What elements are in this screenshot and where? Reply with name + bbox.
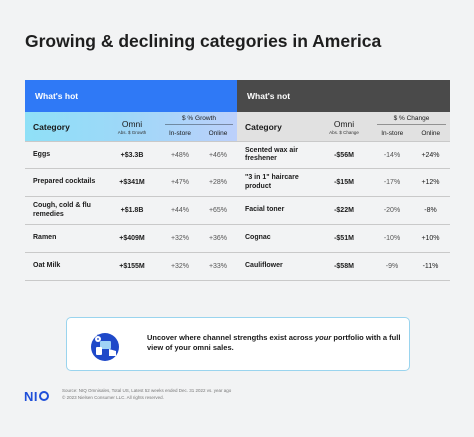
not-table: What's not Category Omni Abs. $ Change $… [237, 80, 450, 281]
online-cell: +46% [208, 151, 228, 159]
category-cell: Cough, cold & flu remedies [33, 202, 91, 218]
callout-text-after: portfolio with a full view of your omni … [147, 333, 401, 353]
omni-cell: +$1.8B [120, 207, 144, 214]
category-cell: "3 in 1" haircare product [245, 174, 299, 190]
hot-col-omni: Omni Abs. $ Growth [103, 112, 161, 141]
category-cell: Cognac [245, 234, 271, 242]
online-cell: -11% [422, 263, 439, 270]
table-row: Eggs +$3.3B +48% +46% [25, 141, 237, 169]
not-group-divider [377, 124, 446, 125]
category-cell: Eggs [33, 150, 51, 158]
hot-col-omni-sub: Abs. $ Growth [117, 129, 147, 135]
not-col-instore: In-store [381, 129, 404, 137]
not-col-omni-sub: Abs. $ Change [329, 129, 359, 135]
instore-cell: -20% [383, 207, 401, 214]
source-line-1: Source: NIQ Omnisales, Total US, Latest … [62, 388, 232, 393]
omni-cell: -$15M [334, 179, 354, 186]
not-col-online: Online [421, 129, 441, 137]
instore-cell: -14% [383, 151, 401, 159]
hot-header: Category Omni Abs. $ Growth $ % Growth I… [25, 112, 237, 141]
omni-cell: +$409M [119, 235, 145, 242]
table-row: Prepared cocktails +$341M +47% +28% [25, 169, 237, 197]
table-row: Cauliflower -$58M -9% -11% [237, 253, 450, 281]
category-cell: Facial toner [245, 206, 285, 214]
instore-cell: +32% [170, 235, 190, 242]
not-col-category: Category [245, 121, 282, 132]
hot-col-group: $ % Growth In-store Online [161, 112, 237, 141]
hot-table: What's hot Category Omni Abs. $ Growth $… [25, 80, 237, 281]
category-cell: Prepared cocktails [33, 178, 96, 186]
omni-cell: +$155M [119, 263, 145, 270]
footer-source: Source: NIQ Omnisales, Total US, Latest … [62, 388, 302, 402]
online-cell: +10% [421, 235, 440, 242]
categories-tables: What's hot Category Omni Abs. $ Growth $… [25, 80, 450, 281]
online-cell: -8% [424, 207, 437, 214]
category-cell: Cauliflower [245, 262, 283, 270]
online-cell: +65% [208, 207, 228, 214]
omni-cell: -$51M [334, 235, 354, 242]
callout-text-before: Uncover where channel strengths exist ac… [147, 333, 315, 342]
niq-logo-q-icon [39, 391, 49, 401]
source-line-2: © 2023 Nielsen Consumer LLC. All rights … [62, 394, 164, 400]
hot-col-online: Online [208, 129, 228, 137]
online-cell: +33% [208, 263, 228, 270]
online-cell: +12% [421, 179, 440, 186]
page-title: Growing & declining categories in Americ… [25, 31, 382, 51]
table-row: Scented wax air freshener -$56M -14% +24… [237, 141, 450, 169]
online-cell: +28% [208, 179, 228, 186]
instore-cell: +44% [170, 207, 190, 214]
not-group-label: $ % Change [393, 115, 430, 122]
instore-cell: -17% [383, 179, 401, 186]
hot-col-category: Category [33, 121, 70, 132]
omni-callout[interactable]: Uncover where channel strengths exist ac… [66, 317, 410, 371]
omni-cell: -$58M [334, 263, 354, 270]
hot-group-divider [165, 124, 233, 125]
instore-cell: -9% [385, 263, 399, 270]
hot-col-omni-label: Omni [121, 118, 143, 129]
callout-text: Uncover where channel strengths exist ac… [147, 333, 407, 353]
callout-text-emphasis: your [314, 333, 332, 342]
online-cell: +36% [208, 235, 228, 242]
table-row: Cough, cold & flu remedies +$1.8B +44% +… [25, 197, 237, 225]
online-cell: +24% [421, 151, 440, 159]
instore-cell: +32% [170, 263, 190, 270]
omni-channel-icon [91, 333, 119, 361]
instore-cell: -10% [383, 235, 401, 242]
category-cell: Scented wax air freshener [245, 146, 298, 162]
table-row: Facial toner -$22M -20% -8% [237, 197, 450, 225]
instore-cell: +48% [170, 151, 190, 159]
category-cell: Ramen [33, 234, 57, 242]
category-cell: Oat Milk [33, 262, 61, 270]
table-row: Oat Milk +$155M +32% +33% [25, 253, 237, 281]
not-col-omni: Omni Abs. $ Change [315, 112, 373, 141]
table-row: Ramen +$409M +32% +36% [25, 225, 237, 253]
not-header: Category Omni Abs. $ Change $ % Change I… [237, 112, 450, 141]
not-col-omni-label: Omni [333, 118, 355, 129]
not-banner: What's not [237, 80, 450, 112]
table-row: Cognac -$51M -10% +10% [237, 225, 450, 253]
omni-cell: -$22M [334, 207, 354, 214]
table-row: "3 in 1" haircare product -$15M -17% +12… [237, 169, 450, 197]
omni-cell: +$3.3B [120, 151, 144, 159]
niq-logo: NI [24, 389, 49, 404]
hot-banner: What's hot [25, 80, 237, 112]
niq-logo-text: NI [24, 389, 38, 404]
not-col-group: $ % Change In-store Online [373, 112, 450, 141]
hot-col-instore: In-store [168, 129, 192, 137]
omni-cell: +$341M [119, 179, 145, 186]
hot-group-label: $ % Growth [182, 115, 216, 122]
omni-cell: -$56M [334, 151, 354, 159]
instore-cell: +47% [170, 179, 190, 186]
